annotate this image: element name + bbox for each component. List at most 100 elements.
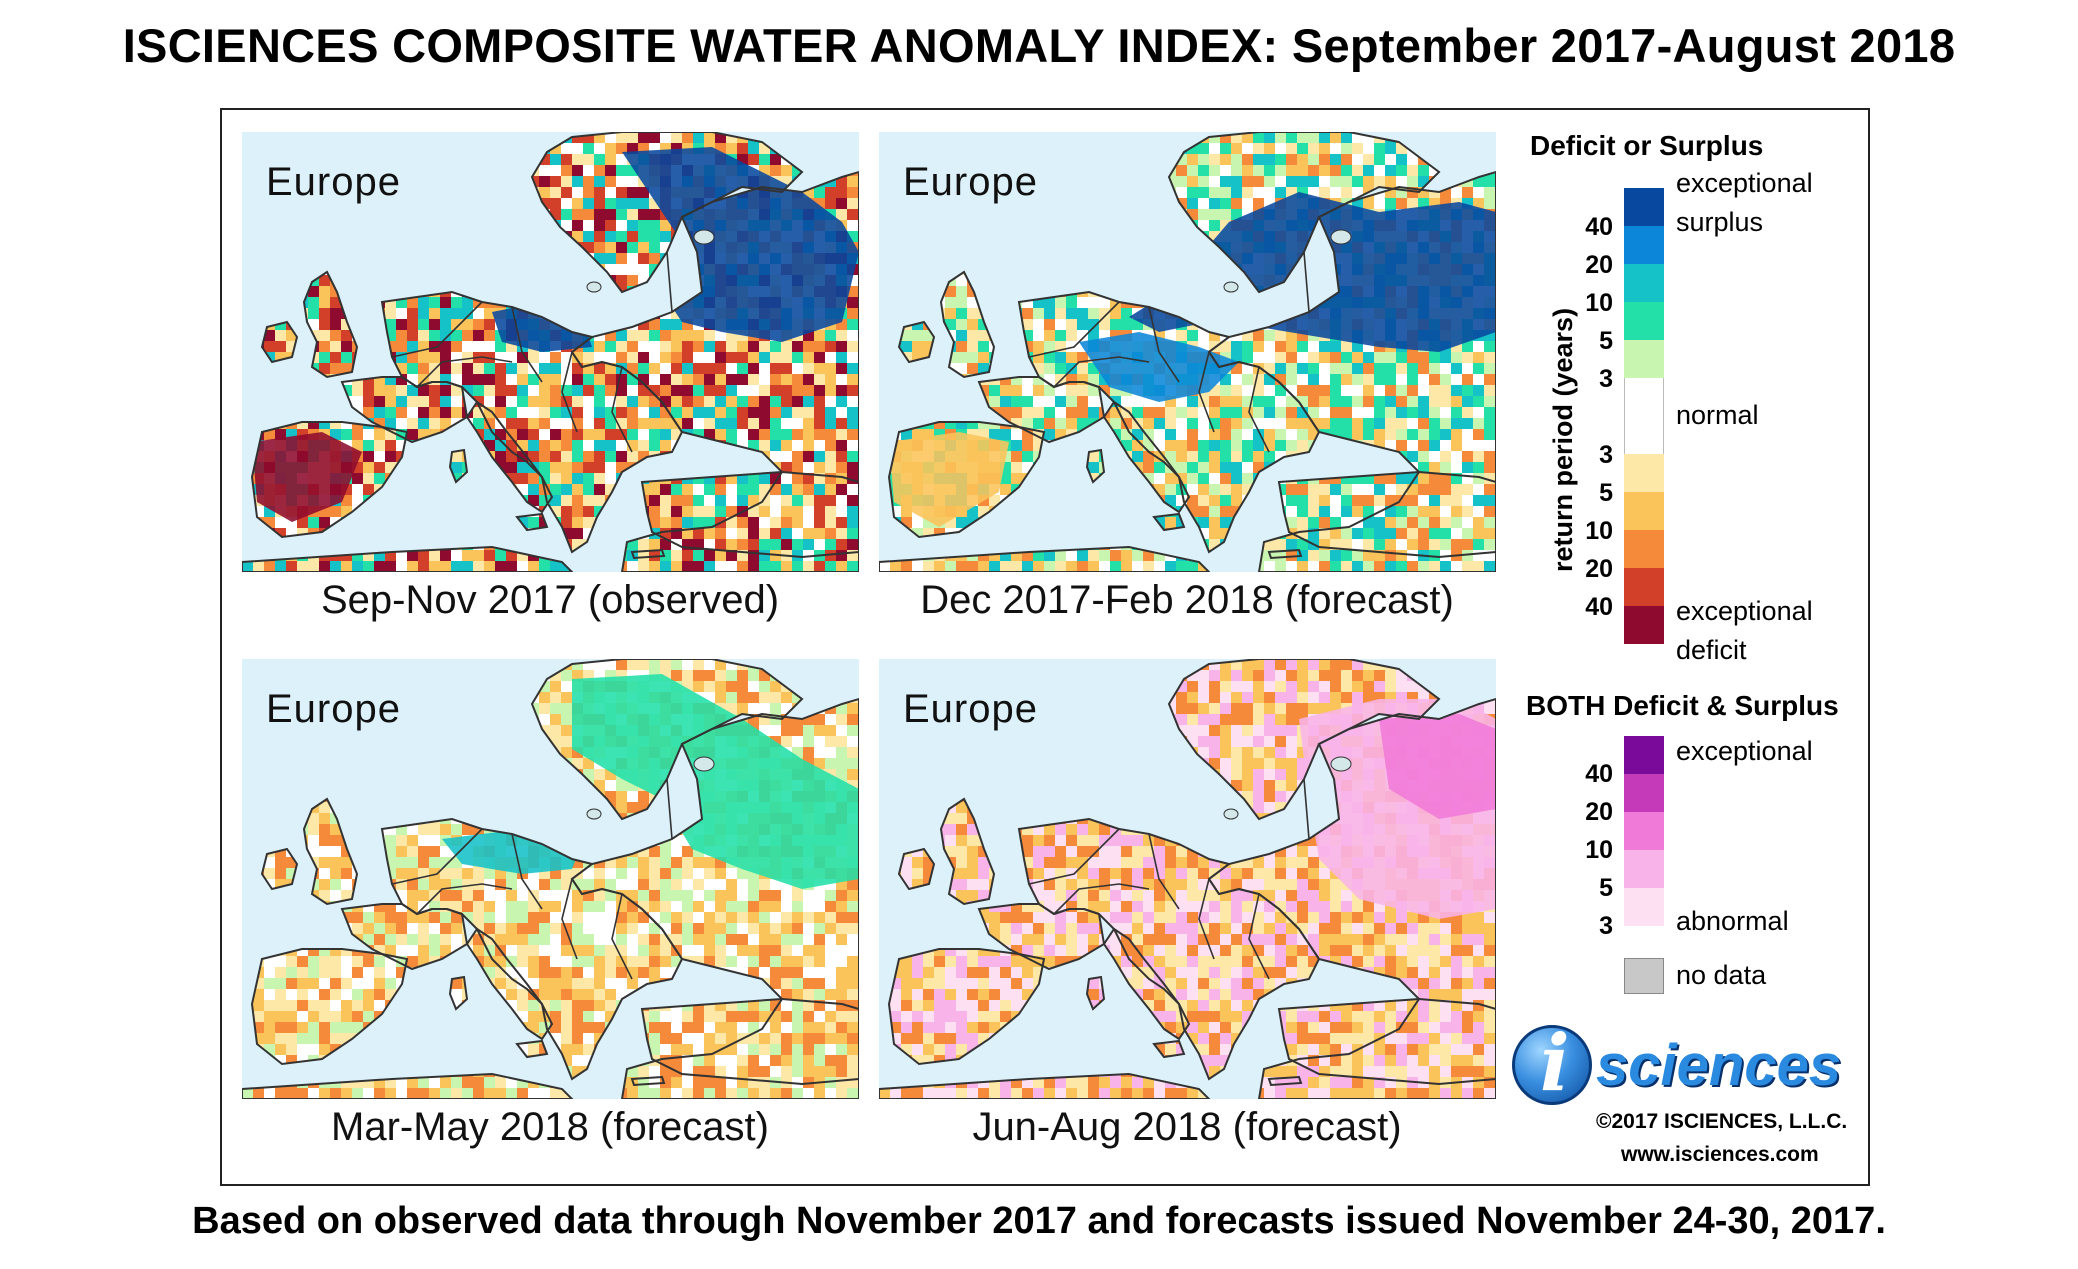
coastline bbox=[887, 421, 1046, 539]
lake bbox=[1330, 756, 1352, 772]
coastline bbox=[1267, 1075, 1303, 1087]
map-panel-dec-feb-2018: Europe bbox=[879, 132, 1496, 572]
footer-note: Based on observed data through November … bbox=[192, 1200, 1886, 1242]
coastline bbox=[1277, 997, 1496, 1086]
lake bbox=[1330, 229, 1352, 245]
coastline bbox=[570, 697, 859, 1099]
coastline bbox=[887, 948, 1046, 1066]
country-border bbox=[1303, 251, 1310, 313]
legend-tick: 3 bbox=[1599, 365, 1613, 393]
coastline bbox=[465, 927, 554, 1041]
coastline bbox=[1085, 448, 1106, 484]
coastline bbox=[448, 975, 469, 1011]
country-border bbox=[1053, 356, 1150, 388]
legend-swatch-deficit-5 bbox=[1624, 492, 1664, 530]
region-label: Europe bbox=[903, 160, 1038, 204]
anomaly-zone bbox=[572, 674, 859, 889]
country-border bbox=[1028, 301, 1120, 358]
coastline bbox=[1085, 975, 1106, 1011]
isciences-logo-i: i bbox=[1540, 1018, 1570, 1109]
legend-swatch-normal bbox=[1624, 378, 1664, 454]
legend-swatch-surplus-10 bbox=[1624, 302, 1664, 340]
coastline bbox=[879, 545, 1211, 572]
panel-caption-mar-may-2018: Mar-May 2018 (forecast) bbox=[331, 1105, 769, 1149]
coastline bbox=[939, 270, 996, 379]
coastline bbox=[640, 997, 859, 1086]
country-border bbox=[391, 301, 483, 358]
coastline bbox=[1277, 470, 1496, 559]
country-border bbox=[1028, 828, 1120, 885]
coastline bbox=[250, 421, 409, 539]
map-panel-sep-nov-2017: Europe bbox=[242, 132, 859, 572]
lake bbox=[1223, 281, 1239, 293]
coastline bbox=[260, 847, 299, 891]
country-border bbox=[1198, 351, 1215, 433]
coastline bbox=[250, 948, 409, 1066]
anomaly-zone bbox=[252, 432, 362, 522]
europe-map bbox=[242, 659, 859, 1099]
legend-tick: 20 bbox=[1585, 555, 1613, 583]
legend-tick: 20 bbox=[1585, 251, 1613, 279]
country-border bbox=[1248, 893, 1270, 980]
coastline bbox=[448, 448, 469, 484]
coastline bbox=[242, 1072, 574, 1099]
legend-swatch-both-20 bbox=[1624, 774, 1664, 812]
legend-swatch-both-exceptional bbox=[1624, 736, 1664, 774]
copyright: ©2017 ISCIENCES, L.L.C. bbox=[1596, 1110, 1848, 1133]
map-panel-jun-aug-2018: Europe bbox=[879, 659, 1496, 1099]
country-border bbox=[666, 778, 673, 840]
coastline bbox=[570, 170, 859, 572]
country-border bbox=[416, 356, 513, 388]
legend-tick: 5 bbox=[1599, 874, 1613, 902]
lake bbox=[693, 756, 715, 772]
coastline bbox=[630, 548, 666, 560]
coastline bbox=[515, 512, 549, 532]
country-border bbox=[1303, 778, 1310, 840]
figure-frame bbox=[220, 108, 1870, 1186]
region-label: Europe bbox=[266, 687, 401, 731]
legend-swatch-deficit-10 bbox=[1624, 530, 1664, 568]
country-border bbox=[511, 833, 543, 910]
legend-label-abnormal: abnormal bbox=[1676, 906, 1789, 936]
panel-caption-jun-aug-2018: Jun-Aug 2018 (forecast) bbox=[972, 1105, 1402, 1149]
europe-map bbox=[879, 659, 1496, 1099]
lake bbox=[586, 281, 602, 293]
coastline bbox=[1102, 400, 1191, 514]
lake bbox=[693, 229, 715, 245]
legend-label-no-data: no data bbox=[1676, 960, 1767, 990]
legend-swatch-deficit-exceptional bbox=[1624, 606, 1664, 644]
coastline bbox=[242, 545, 574, 572]
anomaly-zone bbox=[392, 192, 542, 272]
panel-caption-sep-nov-2017: Sep-Nov 2017 (observed) bbox=[320, 578, 780, 622]
legend-swatch-surplus-40 bbox=[1624, 226, 1664, 264]
legend-tick: 10 bbox=[1585, 289, 1613, 317]
country-border bbox=[666, 251, 673, 313]
legend-swatch-deficit-3 bbox=[1624, 454, 1664, 492]
coastline bbox=[340, 376, 469, 444]
coastline bbox=[1207, 697, 1496, 1099]
coastline bbox=[340, 903, 469, 971]
legend-tick: 3 bbox=[1599, 912, 1613, 940]
coastline bbox=[515, 1039, 549, 1059]
country-border bbox=[611, 893, 633, 980]
legend-title-deficit-surplus: Deficit or Surplus bbox=[1530, 130, 1764, 161]
legend-tick: 40 bbox=[1585, 213, 1613, 241]
legend-tick: 10 bbox=[1585, 836, 1613, 864]
coastline bbox=[260, 320, 299, 364]
website-link[interactable]: www.isciences.com bbox=[1621, 1143, 1819, 1166]
coastline bbox=[977, 376, 1106, 444]
legend-swatch-deficit-20 bbox=[1624, 568, 1664, 606]
country-border bbox=[391, 828, 483, 885]
coastline bbox=[897, 847, 936, 891]
legend-tick: 5 bbox=[1599, 327, 1613, 355]
country-border bbox=[416, 883, 513, 915]
country-border bbox=[1148, 306, 1180, 383]
isciences-logo-wordmark: sciences bbox=[1596, 1033, 1842, 1098]
map-panel-mar-may-2018: Europe bbox=[242, 659, 859, 1099]
legend-label-both-exceptional: exceptional bbox=[1676, 736, 1813, 766]
legend-swatch-surplus-5 bbox=[1624, 340, 1664, 378]
europe-map bbox=[879, 132, 1496, 572]
panel-caption-dec-feb-2018: Dec 2017-Feb 2018 (forecast) bbox=[920, 578, 1454, 622]
legend-tick: 10 bbox=[1585, 517, 1613, 545]
legend-label-deficit: deficit bbox=[1676, 635, 1747, 665]
